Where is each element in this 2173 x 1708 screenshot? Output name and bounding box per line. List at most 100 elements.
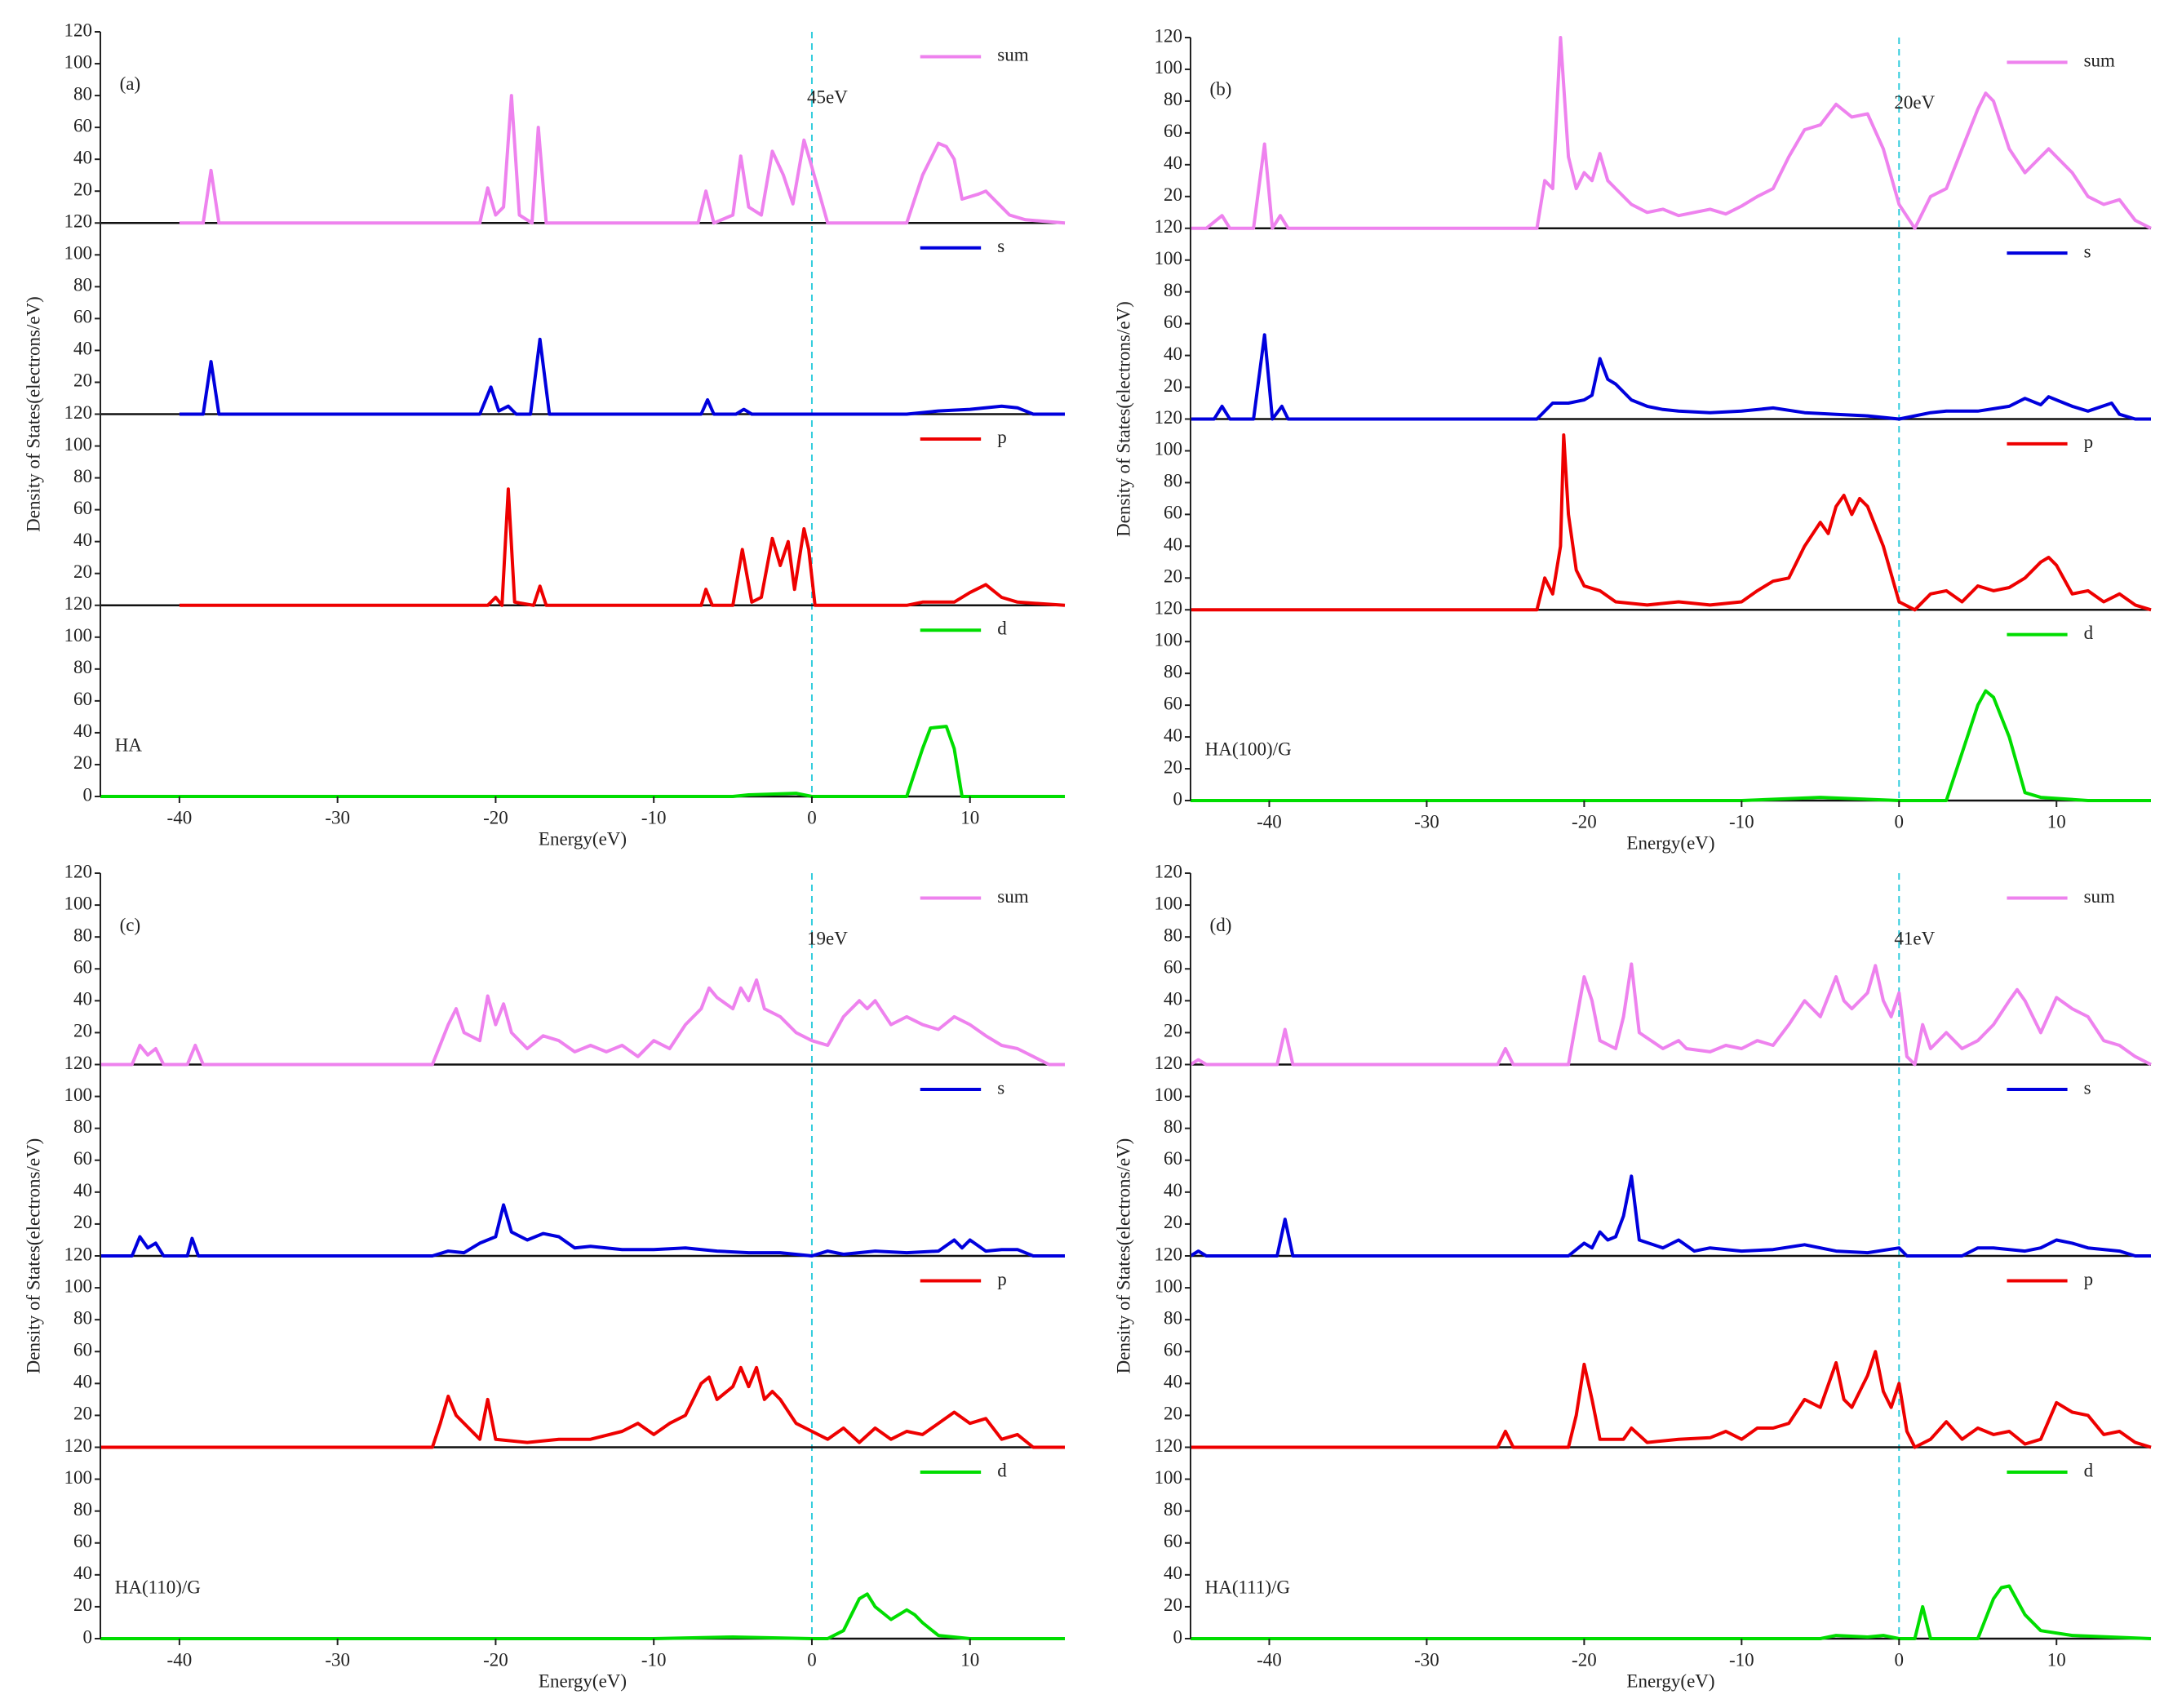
y-tick-label: 60 (73, 1148, 92, 1169)
dos-line (1191, 1350, 2152, 1449)
y-tick-label: 120 (1155, 216, 1183, 237)
y-tick-label: 80 (73, 466, 92, 486)
legend-label: p (997, 427, 1007, 447)
y-tick-label: 60 (73, 498, 92, 518)
y-tick-label: 80 (1164, 1499, 1182, 1519)
legend-label: s (997, 1077, 1004, 1098)
y-tick-label: 120 (1155, 1053, 1183, 1073)
sample-label: HA(111)/G (1205, 1577, 1290, 1597)
y-tick-label: 100 (1155, 439, 1183, 459)
y-tick-label: 20 (73, 752, 92, 773)
annotation: 20eV (1894, 92, 1935, 113)
y-tick-label: 120 (1155, 1435, 1183, 1456)
y-tick-label: 120 (1155, 861, 1183, 881)
x-tick-label: -20 (1572, 811, 1597, 832)
sample-label: HA(100)/G (1205, 739, 1292, 760)
y-tick-label: 60 (73, 307, 92, 327)
x-tick-label: -10 (1729, 1649, 1754, 1670)
y-tick-label: 40 (1164, 725, 1182, 745)
y-tick-label: 80 (1164, 89, 1182, 109)
y-tick-label: 40 (1164, 535, 1182, 555)
y-tick-label: 80 (73, 1307, 92, 1328)
y-tick-label: 40 (1164, 344, 1182, 364)
x-tick-label: -30 (325, 1649, 350, 1670)
y-tick-label: 80 (1164, 661, 1182, 681)
y-tick-label: 20 (1164, 1212, 1182, 1232)
dos-line (100, 725, 1065, 798)
x-axis-label: Energy(eV) (1626, 832, 1714, 853)
x-tick-label: -20 (483, 1649, 508, 1670)
x-tick-label: -30 (1414, 811, 1439, 832)
legend-label: s (997, 236, 1004, 256)
dos-line (1191, 433, 2152, 612)
y-tick-label: 80 (73, 925, 92, 945)
y-tick-label: 80 (1164, 1116, 1182, 1137)
panel-label: (a) (120, 73, 141, 94)
x-tick-label: -20 (483, 807, 508, 827)
x-axis-label: Energy(eV) (539, 1670, 627, 1691)
legend-label: d (2084, 623, 2094, 643)
y-tick-label: 100 (64, 625, 93, 645)
y-tick-label: 100 (64, 51, 93, 72)
y-tick-label: 120 (1155, 25, 1183, 46)
legend-label: sum (2084, 51, 2115, 71)
sample-label: HA (115, 734, 143, 755)
y-tick-label: 40 (1164, 1180, 1182, 1200)
dos-line (100, 1365, 1065, 1449)
y-tick-label: 0 (1173, 1626, 1183, 1647)
y-tick-label: 40 (73, 989, 92, 1009)
y-tick-label: 0 (83, 1626, 93, 1647)
y-tick-label: 40 (1164, 153, 1182, 173)
y-tick-label: 120 (1155, 1244, 1183, 1264)
x-tick-label: -10 (641, 807, 667, 827)
y-tick-label: 120 (64, 1244, 93, 1264)
y-tick-label: 80 (1164, 280, 1182, 300)
x-tick-label: 10 (2047, 811, 2066, 832)
x-tick-label: 0 (1895, 1649, 1905, 1670)
y-tick-label: 60 (73, 115, 92, 135)
dos-line (179, 94, 1066, 225)
y-tick-label: 40 (1164, 1563, 1182, 1583)
x-tick-label: -10 (641, 1649, 667, 1670)
dos-line (1191, 333, 2151, 421)
y-tick-label: 80 (1164, 471, 1182, 491)
y-tick-label: 40 (73, 1180, 92, 1200)
x-tick-label: -40 (167, 1649, 193, 1670)
y-tick-label: 20 (73, 1404, 92, 1424)
y-tick-label: 40 (73, 339, 92, 359)
y-tick-label: 20 (1164, 184, 1182, 205)
y-tick-label: 20 (73, 1021, 92, 1041)
dos-line (100, 1592, 1065, 1640)
annotation: 45eV (807, 87, 848, 107)
x-tick-label: -10 (1729, 811, 1754, 832)
x-tick-label: 0 (1895, 811, 1905, 832)
y-tick-label: 100 (1155, 57, 1183, 78)
x-axis-label: Energy(eV) (1626, 1670, 1714, 1691)
x-tick-label: -40 (1257, 811, 1282, 832)
y-tick-label: 60 (73, 1531, 92, 1551)
y-tick-label: 20 (73, 370, 92, 391)
dos-line (179, 337, 1065, 416)
x-tick-label: 10 (960, 807, 979, 827)
y-tick-label: 120 (64, 861, 93, 881)
dos-line (1189, 962, 2152, 1067)
legend-label: p (2084, 432, 2094, 452)
legend-label: sum (997, 886, 1028, 907)
y-tick-label: 100 (1155, 1275, 1183, 1296)
legend-label: s (2084, 241, 2091, 261)
y-tick-label: 60 (73, 1340, 92, 1360)
y-tick-label: 100 (64, 434, 93, 455)
y-tick-label: 40 (73, 530, 92, 550)
legend-label: s (2084, 1077, 2091, 1098)
y-tick-label: 20 (73, 179, 92, 199)
panel-label: (b) (1210, 79, 1232, 100)
y-tick-label: 0 (1173, 788, 1183, 809)
y-tick-label: 20 (73, 561, 92, 582)
y-tick-label: 40 (73, 1563, 92, 1583)
y-tick-label: 100 (64, 1085, 93, 1105)
y-tick-label: 100 (1155, 1467, 1183, 1488)
y-tick-label: 40 (1164, 1372, 1182, 1392)
y-axis-label: Density of States(electrons/eV) (1113, 301, 1133, 537)
y-tick-label: 120 (64, 20, 93, 40)
